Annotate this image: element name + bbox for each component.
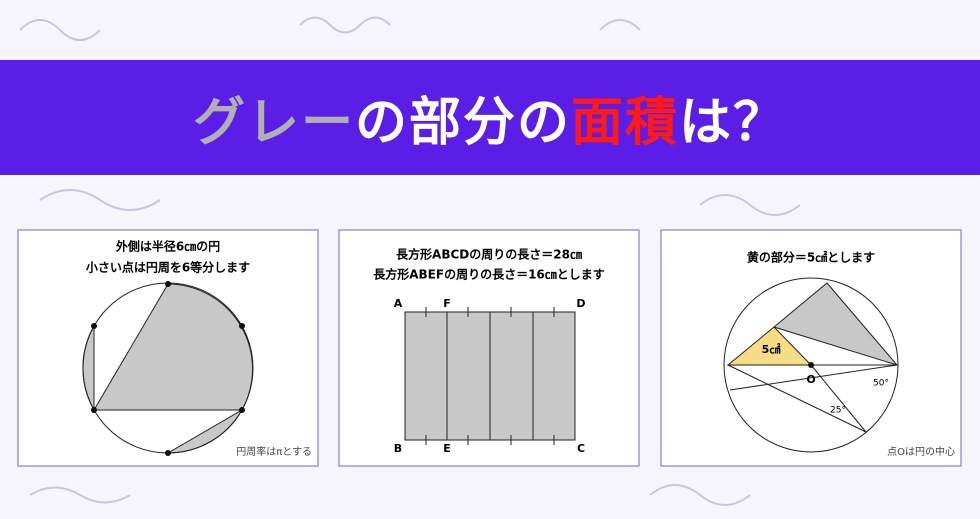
panel-text: 外側は半径6㎝の円 [116, 239, 220, 254]
point-label: B [394, 442, 402, 455]
panel [660, 229, 962, 467]
circle [723, 277, 899, 453]
banner-text: の部分の [354, 93, 571, 153]
panel-text: 長方形ABCDの周りの長さ＝28㎝ [396, 247, 582, 262]
center-point [808, 362, 814, 368]
banner-red: 面積 [571, 93, 680, 153]
point-label: C [577, 442, 585, 455]
point-label: O [806, 373, 815, 386]
point-label: D [576, 297, 585, 310]
angle-label: 50° [873, 379, 889, 389]
note: 円周率はπとする [236, 445, 312, 458]
banner: グレー の部分の 面積 は？ [0, 60, 980, 175]
dividers [425, 307, 555, 445]
area-label: 5㎠ [762, 342, 781, 356]
banner-gray: グレー [192, 93, 355, 153]
point-label: F [443, 297, 451, 310]
banner-text: は？ [679, 93, 788, 153]
panel-text: 黄の部分＝5㎠とします [747, 250, 875, 265]
points [91, 281, 245, 456]
angle-label: 25° [830, 406, 846, 416]
note: 点Oは円の中心 [887, 445, 955, 458]
panel-text: 小さい点は円周を6等分します [86, 260, 250, 275]
point-label: A [394, 297, 403, 310]
panel-text: 長方形ABEFの周りの長さ＝16㎝とします [373, 267, 605, 282]
point-label: E [443, 442, 451, 455]
gray-region [772, 282, 899, 366]
